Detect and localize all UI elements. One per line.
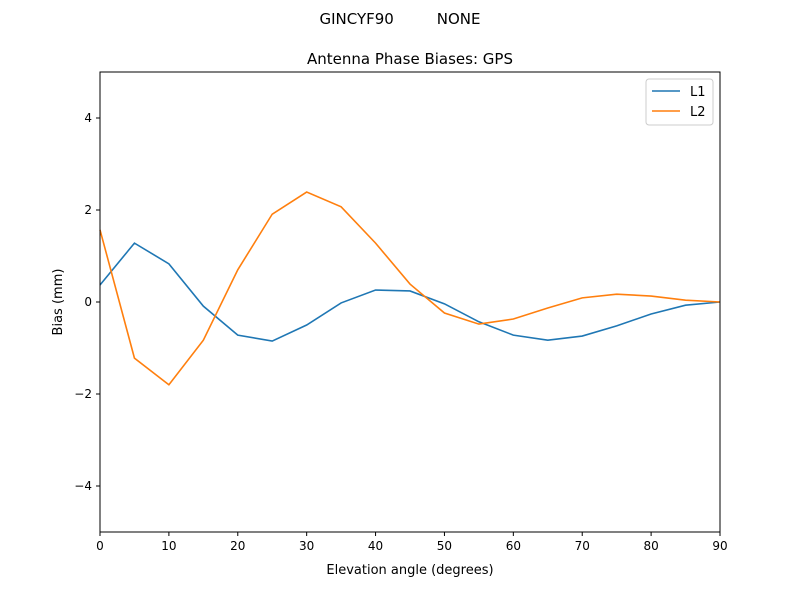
- y-tick-label: −4: [74, 479, 92, 493]
- x-axis-label: Elevation angle (degrees): [326, 563, 493, 578]
- y-tick-label: 4: [84, 111, 92, 125]
- chart-suptitle: GINCYF90 NONE: [320, 10, 481, 28]
- legend-label: L2: [690, 105, 706, 120]
- x-tick-label: 80: [643, 539, 658, 553]
- y-tick-label: −2: [74, 387, 92, 401]
- y-tick-label: 2: [84, 203, 92, 217]
- series-line-l1: [99, 242, 721, 342]
- y-tick-label: 0: [84, 295, 92, 309]
- x-tick-label: 50: [437, 539, 452, 553]
- x-tick-label: 20: [230, 539, 245, 553]
- y-axis-label: Bias (mm): [51, 269, 66, 336]
- chart-title: Antenna Phase Biases: GPS: [307, 50, 513, 68]
- x-tick-label: 0: [96, 539, 104, 553]
- x-tick-label: 60: [506, 539, 521, 553]
- series-line-l2: [99, 191, 721, 386]
- legend-label: L1: [690, 85, 706, 100]
- x-tick-label: 40: [368, 539, 383, 553]
- x-tick-label: 90: [712, 539, 727, 553]
- x-tick-label: 70: [575, 539, 590, 553]
- x-tick-label: 10: [161, 539, 176, 553]
- x-tick-label: 30: [299, 539, 314, 553]
- plot-frame: [99, 71, 721, 533]
